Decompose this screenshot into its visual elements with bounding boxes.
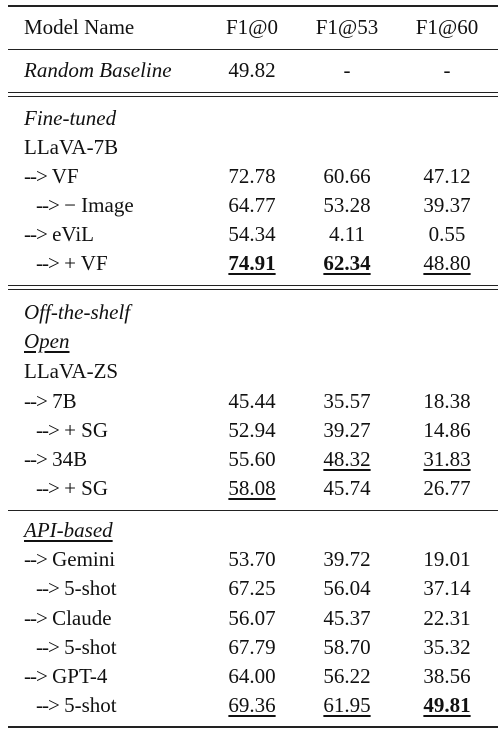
arrow-icon: --> [36, 576, 60, 600]
arrow-icon: --> [24, 389, 48, 413]
table-row: --> 34B 55.60 48.32 31.83 [0, 445, 502, 474]
top-rule [8, 5, 498, 7]
group-title: LLaVA-7B [24, 135, 119, 159]
table-row: --> GPT-4 64.00 56.22 38.56 [0, 662, 502, 691]
section-title: Fine-tuned [24, 106, 117, 130]
section-rule [8, 510, 498, 511]
table-row: Random Baseline 49.82 - - [0, 56, 502, 85]
arrow-icon: --> [36, 635, 60, 659]
cell: 74.91 [228, 251, 276, 275]
arrow-icon: --> [36, 418, 60, 442]
arrow-icon: --> [36, 193, 60, 217]
section-title: Off-the-shelf [24, 300, 131, 324]
cell: 45.44 [228, 389, 276, 413]
cell: - [443, 58, 451, 82]
subsection-title: Open [24, 329, 70, 353]
header-model: Model Name [24, 15, 135, 39]
cell: 18.38 [423, 389, 471, 413]
cell: 45.74 [323, 476, 371, 500]
subsection-title: API-based [24, 518, 113, 542]
table-row: --> 5-shot 69.36 61.95 49.81 [0, 691, 502, 720]
cell: 72.78 [228, 164, 276, 188]
table-row: --> + SG 58.08 45.74 26.77 [0, 474, 502, 503]
cell: 4.11 [329, 222, 365, 246]
arrow-icon: --> [36, 476, 60, 500]
cell: 67.25 [228, 576, 276, 600]
cell: 38.56 [423, 664, 471, 688]
header-row: Model Name F1@0 F1@53 F1@60 [0, 13, 502, 42]
table-row: --> eViL 54.34 4.11 0.55 [0, 220, 502, 249]
table-row: --> 5-shot 67.79 58.70 35.32 [0, 633, 502, 662]
cell: 35.57 [323, 389, 371, 413]
table-row: --> − Image 64.77 53.28 39.37 [0, 191, 502, 220]
cell: 58.08 [228, 476, 276, 500]
cell: 56.22 [323, 664, 371, 688]
cell: 19.01 [423, 547, 471, 571]
double-rule-b [8, 96, 498, 97]
cell: 56.07 [228, 606, 276, 630]
cell: 37.14 [423, 576, 471, 600]
cell: 64.77 [228, 193, 276, 217]
group-title: LLaVA-ZS [24, 359, 119, 383]
table-row: --> 7B 45.44 35.57 18.38 [0, 387, 502, 416]
double-rule-a [8, 285, 498, 286]
cell: 62.34 [323, 251, 371, 275]
cell: 52.94 [228, 418, 276, 442]
cell: 56.04 [323, 576, 371, 600]
cell: 31.83 [423, 447, 471, 471]
header-f1-0: F1@0 [225, 15, 279, 39]
cell: 64.00 [228, 664, 276, 688]
bottom-rule [8, 726, 498, 728]
cell: 58.70 [323, 635, 371, 659]
cell: 54.34 [228, 222, 276, 246]
table-row: --> Gemini 53.70 39.72 19.01 [0, 545, 502, 574]
cell: - [343, 58, 351, 82]
cell: 39.37 [423, 193, 471, 217]
cell: 69.36 [228, 693, 276, 717]
cell: 22.31 [423, 606, 471, 630]
cell: 60.66 [323, 164, 371, 188]
cell: 0.55 [428, 222, 466, 246]
header-f1-60: F1@60 [415, 15, 479, 39]
table-row: --> VF 72.78 60.66 47.12 [0, 162, 502, 191]
cell: 26.77 [423, 476, 471, 500]
cell: 53.70 [228, 547, 276, 571]
cell: 14.86 [423, 418, 471, 442]
arrow-icon: --> [24, 447, 48, 471]
cell: 48.80 [423, 251, 471, 275]
arrow-icon: --> [24, 164, 48, 188]
cell: 48.32 [323, 447, 371, 471]
cell: 47.12 [423, 164, 471, 188]
cell: 53.28 [323, 193, 371, 217]
cell: 35.32 [423, 635, 471, 659]
row-label: Random Baseline [24, 58, 172, 82]
arrow-icon: --> [24, 547, 48, 571]
cell: 39.72 [323, 547, 371, 571]
table-row: --> 5-shot 67.25 56.04 37.14 [0, 574, 502, 603]
arrow-icon: --> [36, 693, 60, 717]
header-rule [8, 49, 498, 50]
cell: 49.81 [423, 693, 471, 717]
table-row: --> Claude 56.07 45.37 22.31 [0, 604, 502, 633]
arrow-icon: --> [36, 251, 60, 275]
cell: 55.60 [228, 447, 276, 471]
double-rule-b [8, 289, 498, 290]
cell: 49.82 [228, 58, 276, 82]
header-f1-53: F1@53 [315, 15, 379, 39]
cell: 45.37 [323, 606, 371, 630]
double-rule-a [8, 92, 498, 93]
arrow-icon: --> [24, 664, 48, 688]
cell: 39.27 [323, 418, 371, 442]
cell: 61.95 [323, 693, 371, 717]
table-row: --> + SG 52.94 39.27 14.86 [0, 416, 502, 445]
arrow-icon: --> [24, 606, 48, 630]
cell: 67.79 [228, 635, 276, 659]
table-row: --> + VF 74.91 62.34 48.80 [0, 249, 502, 278]
arrow-icon: --> [24, 222, 48, 246]
